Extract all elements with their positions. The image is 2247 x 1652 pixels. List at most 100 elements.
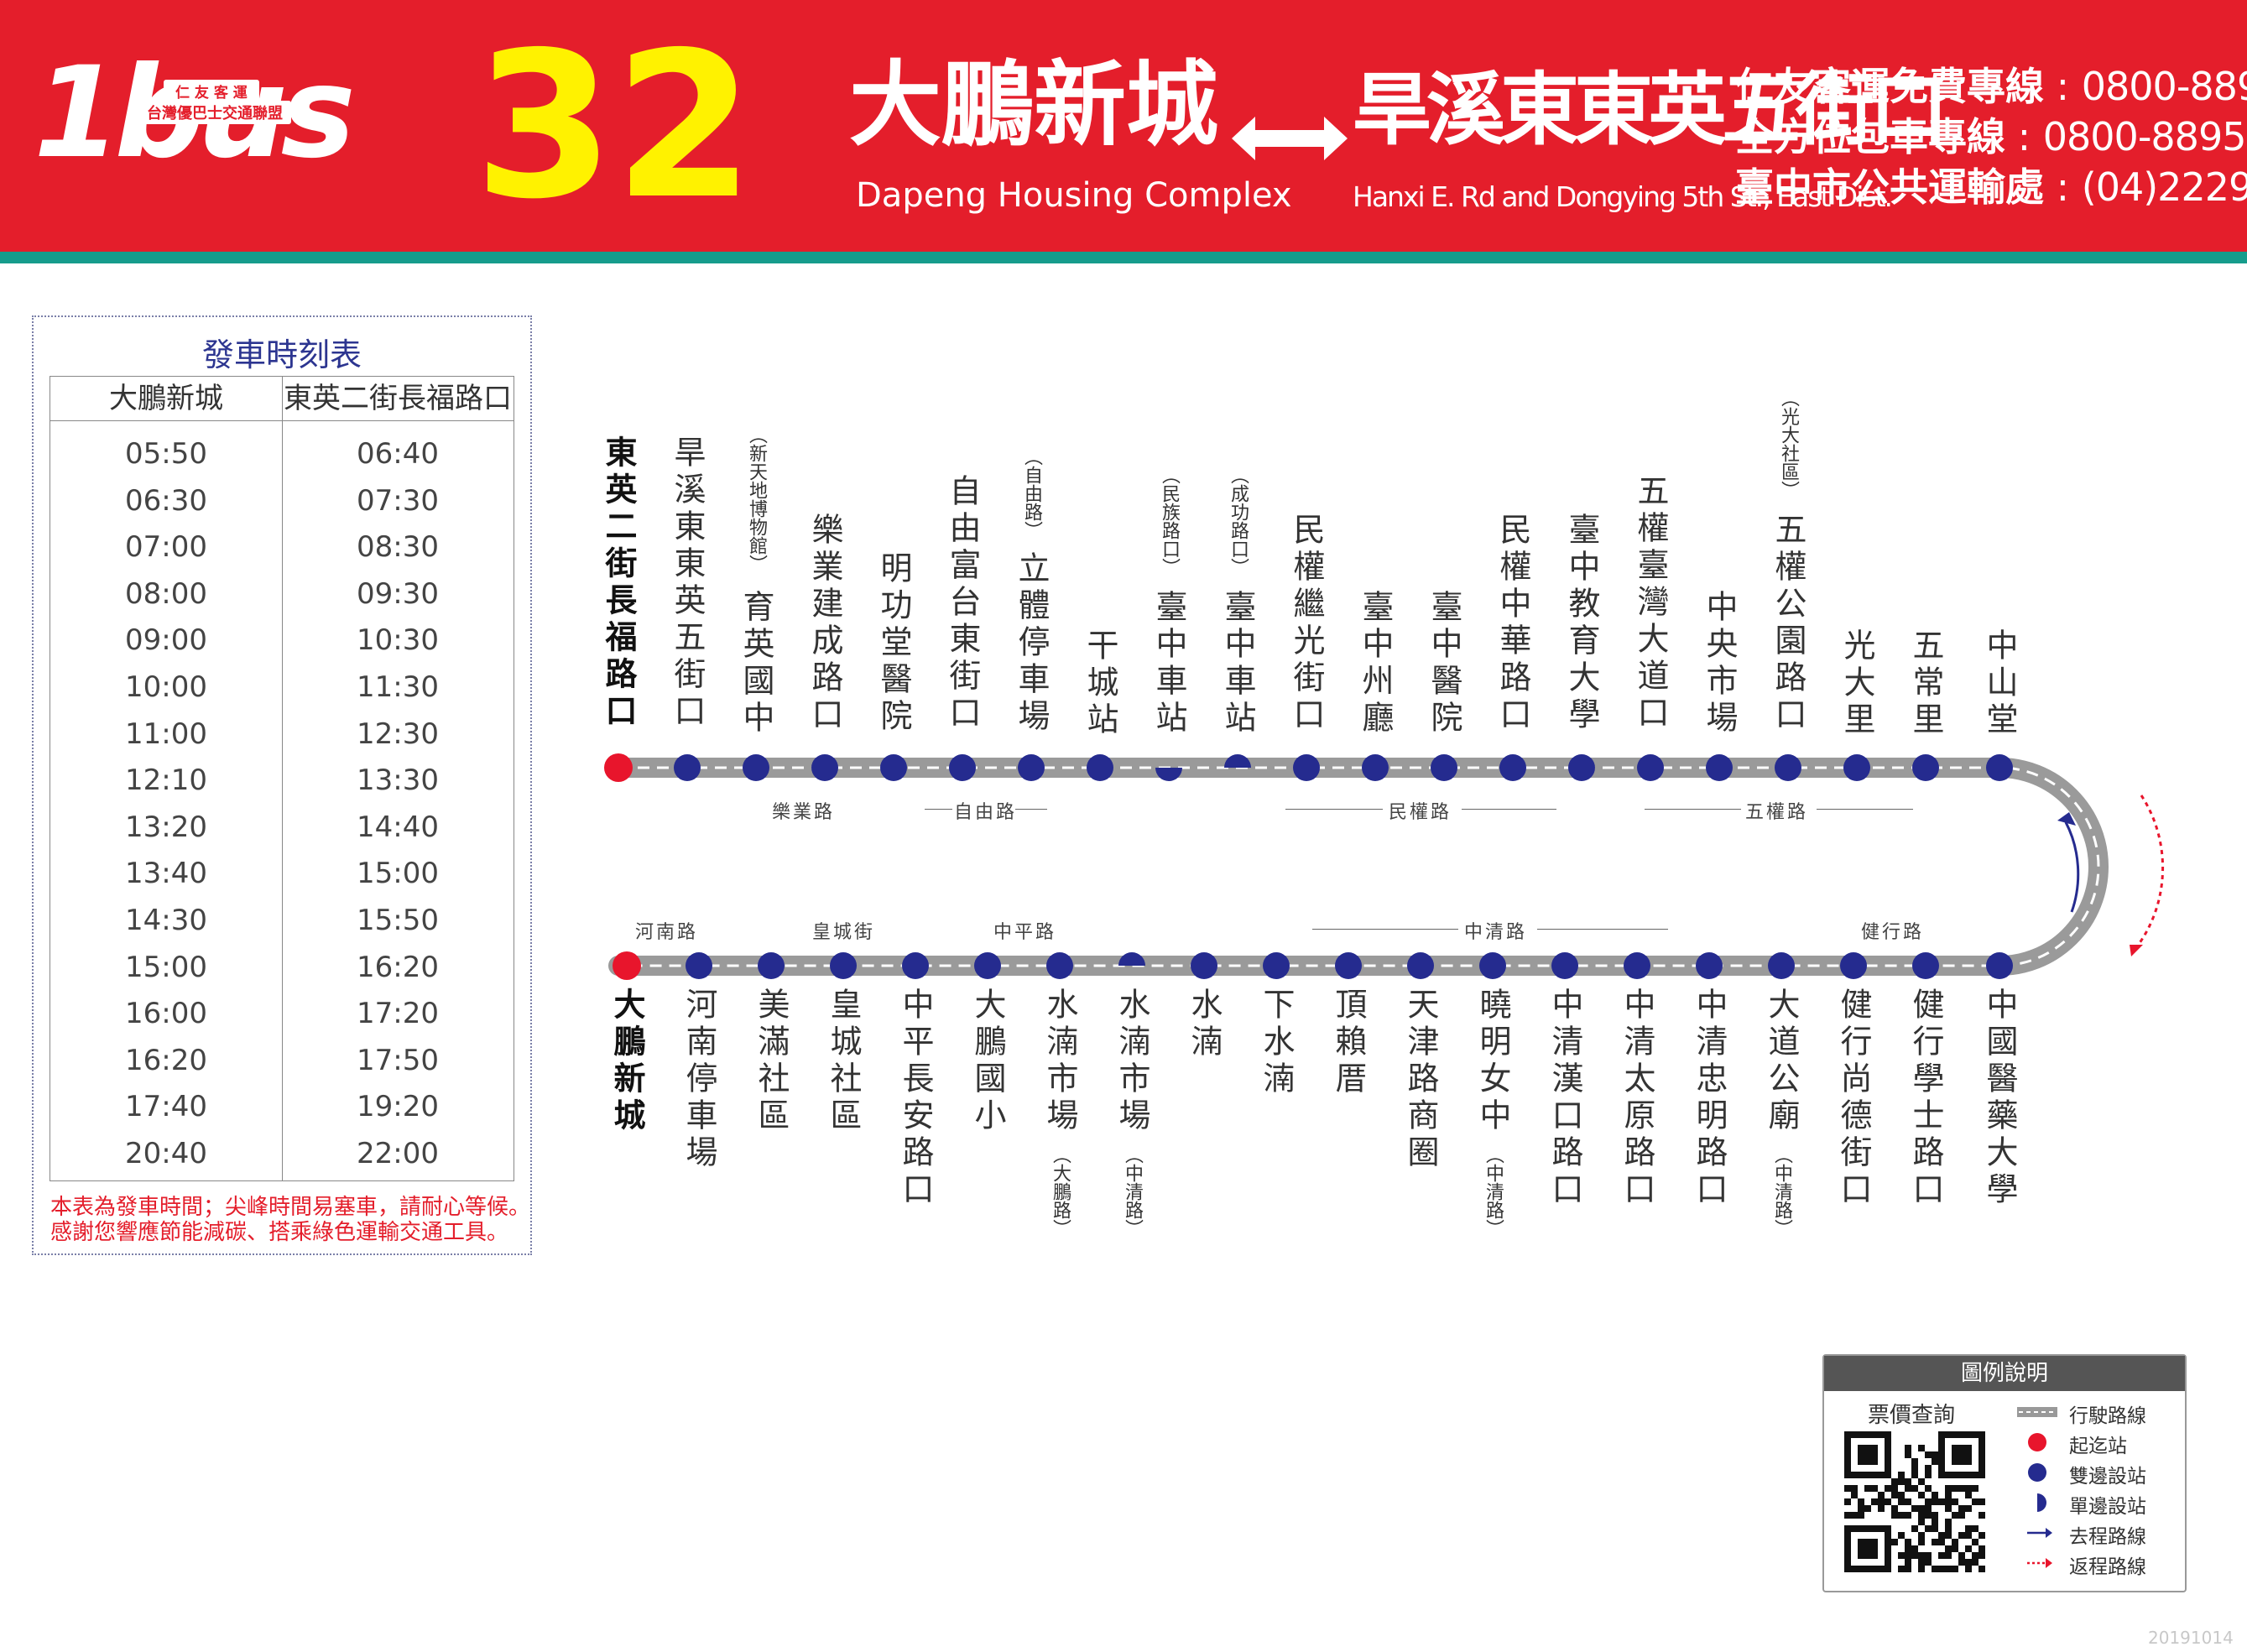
qr-module	[1858, 1566, 1864, 1572]
one-side-stop-marker	[1224, 754, 1251, 768]
timetable-header-a: 大鵬新城	[50, 377, 282, 421]
qr-module	[1965, 1566, 1972, 1572]
qr-module	[1952, 1431, 1958, 1438]
qr-module	[1952, 1539, 1958, 1545]
stop-name: 健行學士路口	[1907, 988, 1944, 1209]
qr-module	[1885, 1498, 1891, 1505]
qr-module	[1911, 1525, 1918, 1532]
stop-name: 水湳	[1186, 988, 1223, 1061]
qr-module	[1972, 1525, 1979, 1532]
qr-module	[1858, 1451, 1864, 1458]
departure-time-a: 12:10	[125, 763, 207, 798]
qr-module	[1858, 1545, 1864, 1552]
stop-name: 旱溪東東英五街口	[669, 435, 706, 731]
timetable-note-1: 本表為發車時間；尖峰時間易塞車，請耐心等候。	[50, 1195, 531, 1220]
stop-marker	[1768, 952, 1795, 979]
logo-alliance-tag: 台灣優巴士交通聯盟	[138, 101, 291, 124]
qr-module	[1918, 1512, 1925, 1519]
qr-module	[1891, 1492, 1898, 1498]
qr-module	[1885, 1465, 1891, 1472]
road-name-label: 樂業路	[772, 802, 836, 823]
stop-marker	[1912, 952, 1939, 979]
qr-module	[1938, 1498, 1945, 1505]
qr-module	[1952, 1458, 1958, 1465]
qr-module	[1911, 1505, 1918, 1512]
qr-module	[1918, 1552, 1925, 1559]
stop-name: 天津路商圈	[1402, 988, 1439, 1172]
departure-time-b: 22:00	[357, 1137, 439, 1170]
qr-module	[1965, 1451, 1972, 1458]
qr-module	[1911, 1552, 1918, 1559]
departure-time-b: 10:30	[357, 623, 439, 658]
departure-time-a: 13:20	[125, 810, 207, 844]
stop-name: 中清忠明路口	[1691, 988, 1728, 1209]
qr-module	[1958, 1458, 1965, 1465]
qr-module	[1911, 1485, 1918, 1492]
qr-module	[1938, 1458, 1945, 1465]
departure-time-b: 11:30	[357, 670, 439, 704]
qr-module	[1871, 1472, 1878, 1478]
qr-module	[1918, 1445, 1925, 1451]
qr-module	[1979, 1431, 1985, 1438]
return-arrow-icon	[2027, 1558, 2052, 1568]
departure-time-b: 17:20	[357, 997, 439, 1031]
qr-module	[1945, 1498, 1952, 1505]
terminal-stop-icon	[2028, 1433, 2046, 1451]
qr-module	[1905, 1552, 1911, 1559]
stop-name: 河南停車場	[680, 988, 717, 1172]
stop-marker	[1046, 952, 1073, 979]
stop-marker	[1775, 754, 1801, 781]
departure-time-b: 06:40	[357, 437, 439, 471]
qr-module	[1864, 1539, 1871, 1545]
qr-module	[1979, 1445, 1985, 1451]
qr-module	[1938, 1472, 1945, 1478]
logo-company-tag: 仁 友 客 運	[164, 80, 259, 102]
qr-module	[1885, 1431, 1891, 1438]
departure-time-a: 14:30	[125, 904, 207, 937]
qr-module	[1918, 1492, 1925, 1498]
contact-line-3: 臺中市公共運輸處 : (04)22291716	[1735, 168, 2247, 206]
qr-module	[1858, 1505, 1864, 1512]
qr-module	[1911, 1472, 1918, 1478]
qr-module	[1945, 1505, 1952, 1512]
contact-number: 0800-889577	[2042, 114, 2247, 159]
one-side-stop-marker	[1118, 952, 1145, 966]
qr-module	[1979, 1438, 1985, 1445]
fare-qr-code[interactable]	[1844, 1431, 1985, 1572]
road-extent-line	[925, 809, 952, 810]
stop-marker	[902, 952, 929, 979]
qr-module	[1945, 1472, 1952, 1478]
legend-title: 圖例說明	[1824, 1356, 2185, 1391]
stop-name: 中平長安路口	[897, 988, 934, 1209]
qr-module	[1858, 1472, 1864, 1478]
stop-marker	[1018, 754, 1045, 781]
qr-module	[1885, 1451, 1891, 1458]
qr-module	[1844, 1545, 1851, 1552]
qr-module	[1878, 1492, 1885, 1498]
stop-note: （大鵬路）	[1050, 1145, 1071, 1238]
double-arrow-icon	[1232, 117, 1348, 160]
departure-timetable: 發車時刻表 大鵬新城 東英二街長福路口 05:50 06:40 06:30 07:30…	[32, 315, 532, 1255]
stop-name: 光大里	[1838, 628, 1875, 739]
qr-module	[1851, 1485, 1858, 1492]
qr-module	[1932, 1492, 1938, 1498]
qr-module	[1844, 1566, 1851, 1572]
stop-marker	[1986, 952, 2013, 979]
qr-module	[1878, 1525, 1885, 1532]
stop-marker	[1912, 754, 1939, 781]
qr-module	[1965, 1559, 1972, 1566]
stop-name: 明功堂醫院	[875, 551, 912, 736]
qr-module	[1898, 1566, 1905, 1572]
qr-module	[1958, 1431, 1965, 1438]
departure-time-a: 05:50	[125, 437, 207, 471]
qr-module	[1958, 1472, 1965, 1478]
qr-module	[1972, 1485, 1979, 1492]
qr-module	[1911, 1458, 1918, 1465]
stop-name: 立體停車場	[1013, 551, 1050, 736]
qr-module	[1952, 1472, 1958, 1478]
timetable-title: 發車時刻表	[201, 336, 362, 373]
stop-name: 五權臺灣大道口	[1632, 474, 1669, 732]
qr-module	[1965, 1525, 1972, 1532]
stop-note: （民族路口）	[1159, 466, 1180, 576]
qr-module	[1864, 1505, 1871, 1512]
